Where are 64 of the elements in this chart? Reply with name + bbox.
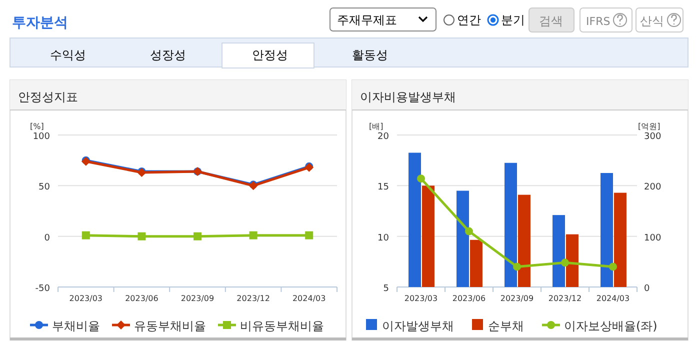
y-axis-title: [배] bbox=[369, 122, 384, 131]
bar bbox=[408, 152, 421, 287]
point bbox=[305, 231, 314, 240]
y-tick-label: 15 bbox=[378, 182, 389, 193]
y2-tick-label: 200 bbox=[644, 182, 662, 193]
y2-axis-title: [억원] bbox=[638, 122, 660, 131]
bar bbox=[614, 192, 626, 287]
bar bbox=[422, 186, 434, 287]
y-tick-label: 50 bbox=[38, 182, 50, 193]
y-tick-label: 0 bbox=[44, 233, 50, 244]
text: 연간 bbox=[457, 13, 481, 27]
x-tick-label: 2023/06 bbox=[452, 294, 486, 303]
legend-label: 비유동부채비율 bbox=[240, 319, 324, 333]
x-tick-label: 2023/09 bbox=[500, 294, 534, 303]
point bbox=[609, 262, 617, 271]
chart-title: 이자비용발생부채 bbox=[360, 90, 456, 104]
point bbox=[417, 174, 425, 183]
text: IFRS bbox=[586, 15, 610, 28]
x-tick-label: 2024/03 bbox=[292, 294, 326, 303]
bar bbox=[566, 234, 578, 287]
point bbox=[249, 231, 258, 240]
text: 산식 bbox=[640, 14, 664, 28]
y2-tick-label: 300 bbox=[644, 132, 662, 142]
text: 주재무제표 bbox=[337, 13, 397, 27]
point bbox=[561, 258, 569, 267]
text: 안정성 bbox=[252, 48, 288, 62]
x-tick-label: 2023/12 bbox=[548, 294, 582, 303]
bar bbox=[600, 173, 613, 287]
x-tick-label: 2023/03 bbox=[69, 294, 103, 303]
legend-label: 이자보상배율(좌) bbox=[564, 319, 658, 333]
point bbox=[82, 231, 90, 240]
legend-label: 부채비율 bbox=[52, 319, 100, 333]
x-tick-label: 2023/09 bbox=[180, 294, 214, 303]
legend-label: 유동부채비율 bbox=[134, 319, 206, 333]
y-tick-label: 20 bbox=[378, 132, 390, 142]
x-tick-label: 2023/12 bbox=[236, 294, 270, 303]
chart-title: 안정성지표 bbox=[18, 90, 78, 104]
text: 수익성 bbox=[50, 48, 86, 62]
y-tick-label: -50 bbox=[35, 284, 50, 294]
text: 분기 bbox=[501, 13, 525, 27]
bar bbox=[456, 190, 469, 287]
bar bbox=[552, 215, 565, 287]
text: 검색 bbox=[539, 14, 563, 28]
point bbox=[194, 232, 202, 240]
y-tick-label: 100 bbox=[32, 132, 50, 142]
point bbox=[513, 262, 521, 271]
y-tick-label: 5 bbox=[383, 284, 389, 294]
legend-label: 순부채 bbox=[488, 319, 524, 333]
point bbox=[138, 232, 146, 240]
text: 활동성 bbox=[352, 48, 388, 62]
bar bbox=[504, 162, 517, 287]
x-tick-label: 2024/03 bbox=[596, 294, 630, 303]
text: 투자분석 bbox=[12, 15, 68, 31]
bar bbox=[470, 240, 482, 287]
y2-tick-label: 100 bbox=[644, 233, 662, 244]
point bbox=[465, 227, 473, 236]
x-tick-label: 2023/06 bbox=[125, 294, 158, 303]
y-tick-label: 10 bbox=[378, 233, 390, 244]
y2-tick-label: 0 bbox=[644, 284, 650, 294]
x-tick-label: 2023/03 bbox=[404, 294, 438, 303]
bar bbox=[518, 194, 530, 287]
y-axis-title: [%] bbox=[30, 122, 44, 131]
legend-label: 이자발생부채 bbox=[382, 319, 454, 333]
text: 성장성 bbox=[150, 48, 186, 62]
